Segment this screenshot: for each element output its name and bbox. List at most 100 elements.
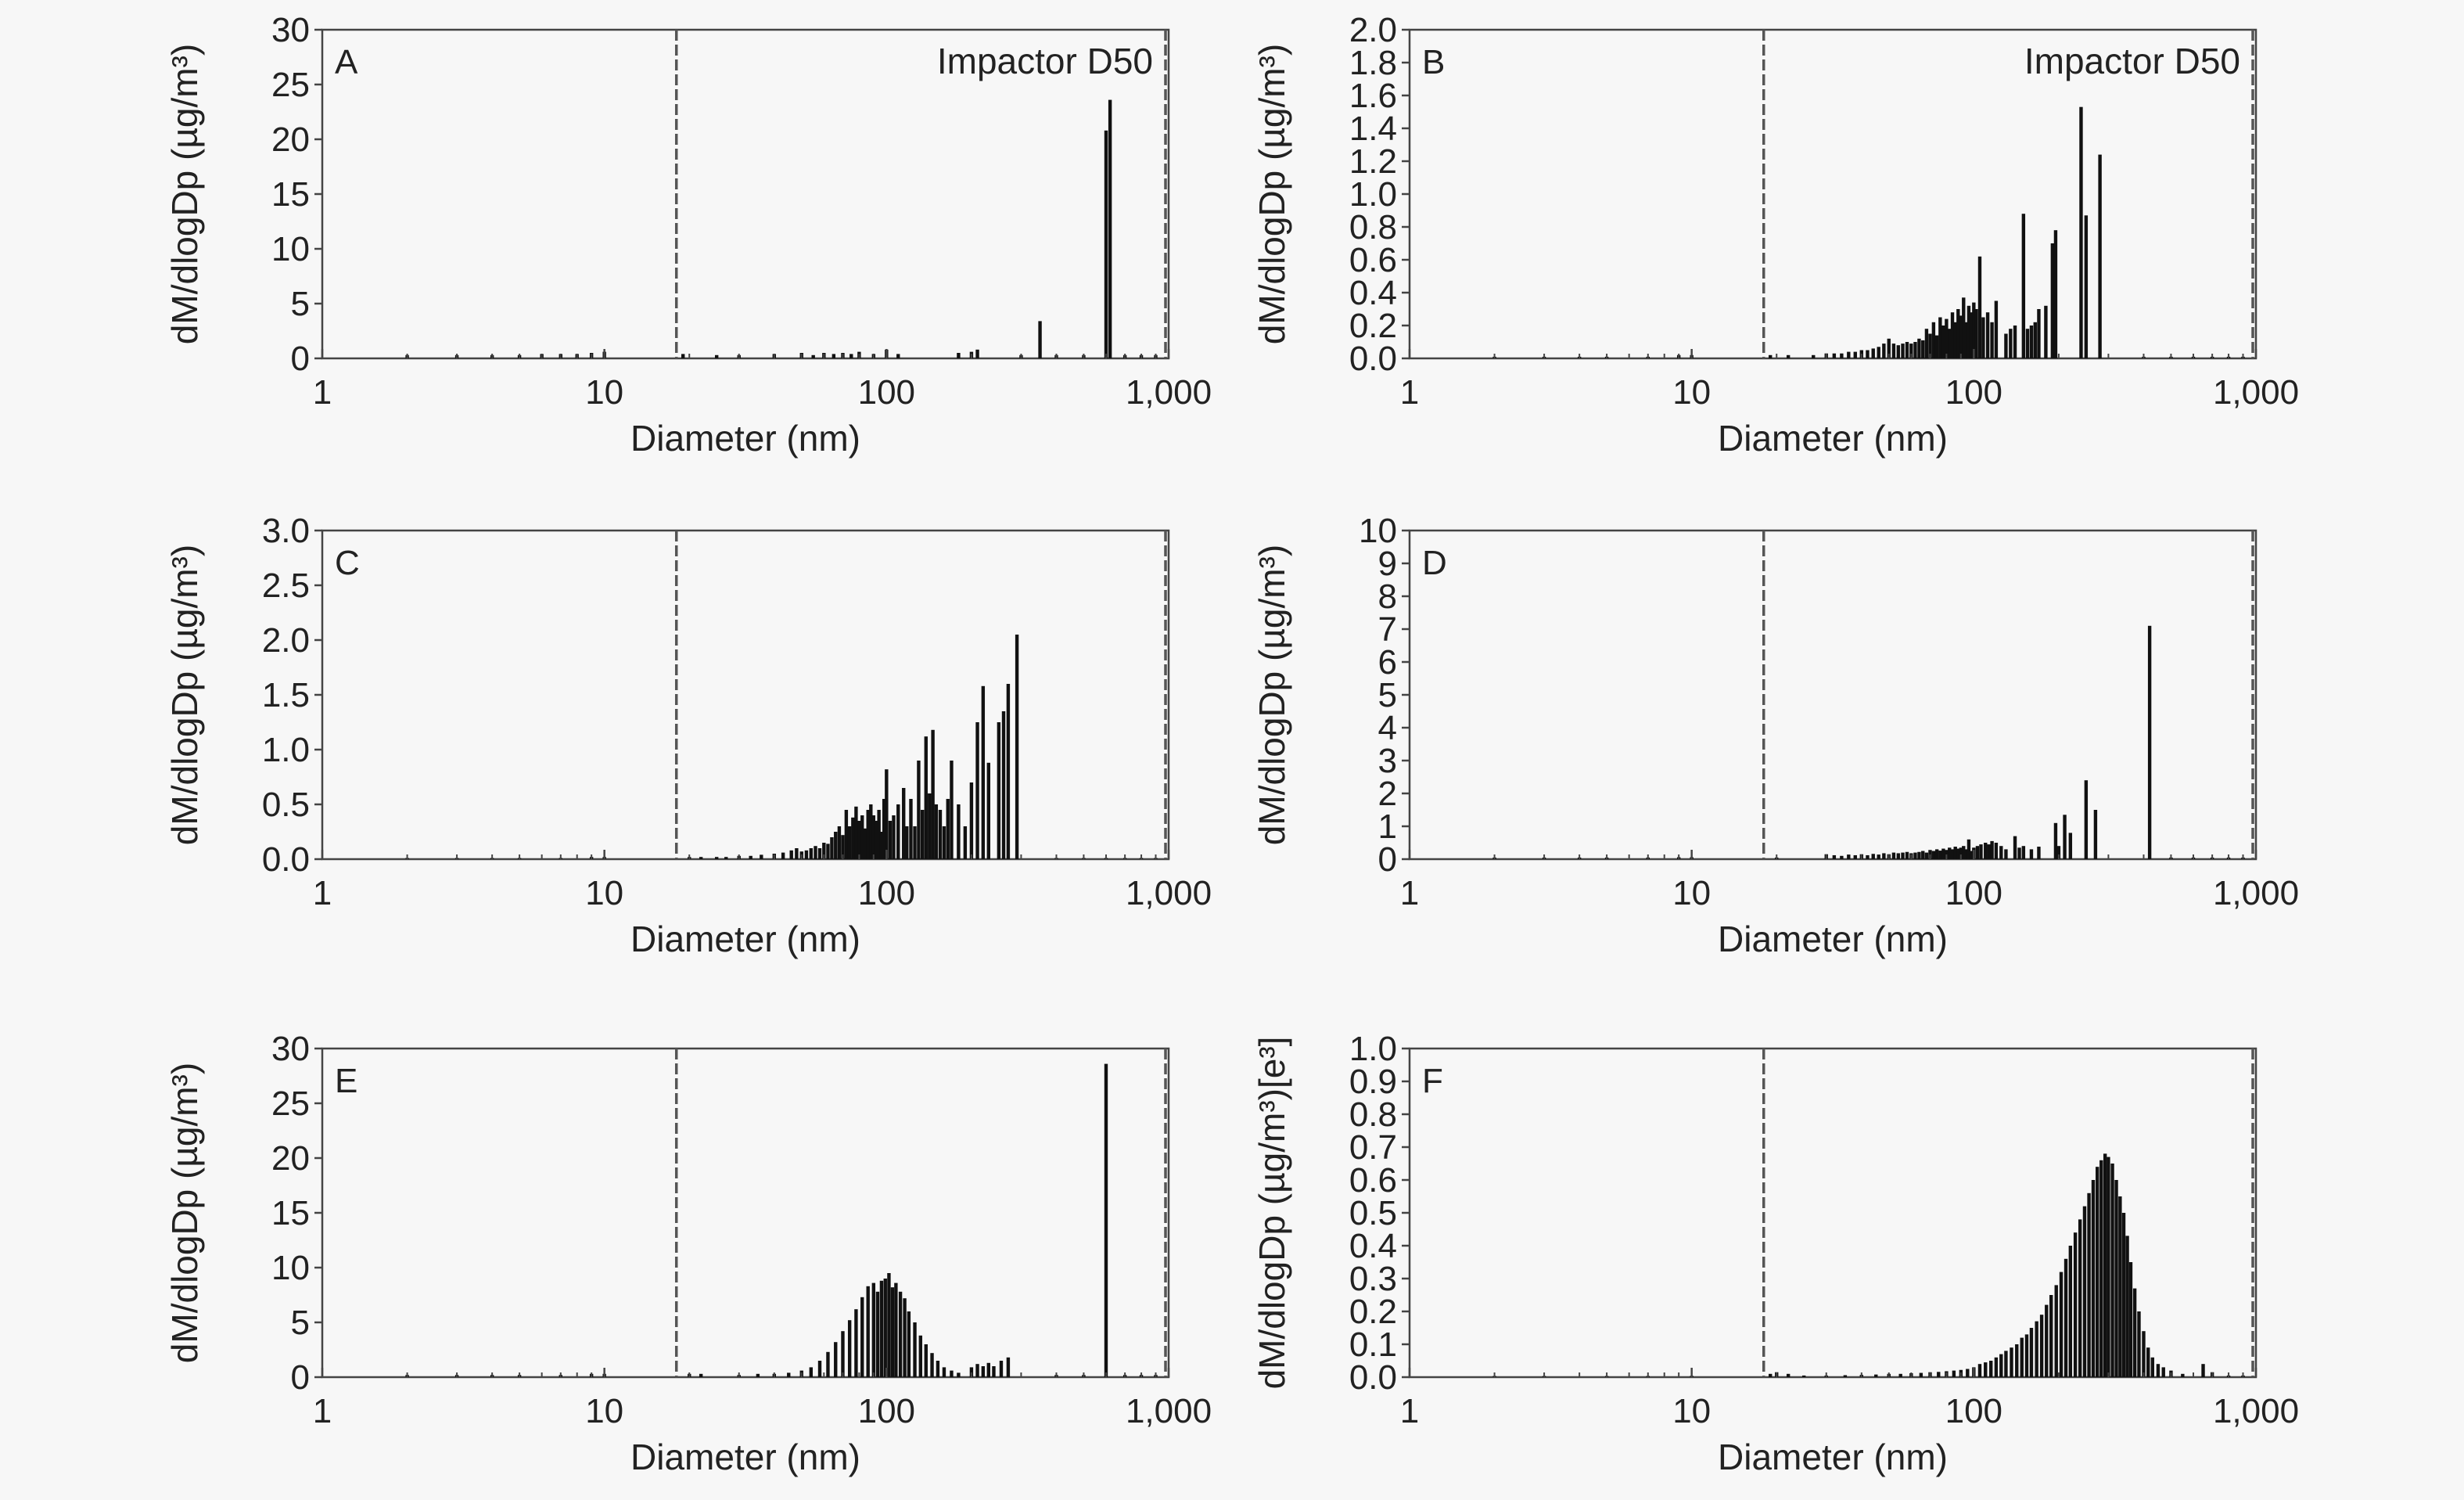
bar — [2107, 1156, 2110, 1377]
bar — [789, 850, 793, 859]
y-axis-title: dM/dlogDp (µg/m³)[e³] — [1252, 1037, 1292, 1390]
y-tick-label: 1.2 — [1349, 142, 1397, 181]
bar — [841, 835, 845, 859]
bar — [2098, 154, 2102, 358]
bar — [1924, 329, 1929, 358]
bar — [1866, 854, 1870, 859]
y-tick-label: 2.5 — [262, 567, 310, 605]
bar — [854, 806, 858, 859]
bar — [2156, 1364, 2160, 1377]
x-axis-title: Diameter (nm) — [1718, 1437, 1948, 1477]
bar — [2087, 1192, 2091, 1377]
x-tick-label: 100 — [1945, 874, 2002, 912]
bar — [2110, 1164, 2114, 1377]
bar — [1847, 854, 1851, 859]
bar — [898, 1291, 903, 1377]
bar — [924, 1344, 928, 1377]
bar — [1999, 846, 2003, 859]
bar — [1882, 853, 1886, 859]
bar — [834, 832, 838, 859]
bar — [1901, 344, 1905, 358]
bar — [699, 857, 703, 859]
bar — [2084, 780, 2089, 859]
bar — [860, 1297, 864, 1377]
bar — [2147, 625, 2152, 859]
bar — [1891, 344, 1896, 358]
bar — [879, 832, 884, 859]
bar — [2068, 833, 2073, 859]
y-tick-label: 15 — [271, 1194, 310, 1232]
bar — [1832, 353, 1837, 358]
bar — [975, 722, 979, 859]
bar — [2024, 1334, 2029, 1377]
bar — [1931, 322, 1936, 358]
bar — [2037, 847, 2041, 859]
bar — [1921, 340, 1925, 358]
y-tick-label: 6 — [1378, 643, 1397, 682]
bar — [1948, 847, 1952, 859]
x-tick-label: 1 — [313, 373, 332, 412]
bar — [2103, 1153, 2107, 1377]
bar — [1945, 318, 1949, 358]
bar — [875, 821, 878, 859]
y-tick-label: 20 — [271, 121, 310, 159]
x-tick-label: 1,000 — [2213, 874, 2299, 912]
bar — [1840, 353, 1844, 358]
x-tick-label: 1,000 — [2213, 373, 2299, 412]
bar — [1871, 348, 1875, 358]
bar — [920, 810, 925, 859]
bar — [938, 810, 943, 859]
bar — [2146, 1347, 2150, 1377]
bar — [822, 843, 826, 859]
bar — [857, 821, 861, 859]
bar — [1953, 322, 1957, 358]
bar — [871, 815, 876, 859]
bar — [809, 1367, 814, 1377]
bar — [1913, 852, 1917, 859]
y-tick-label: 25 — [271, 66, 310, 104]
bar — [957, 353, 961, 358]
bar — [1967, 839, 1971, 859]
impactor-d50-annotation: Impactor D50 — [937, 41, 1153, 81]
bar — [756, 1373, 760, 1377]
bar — [830, 837, 834, 859]
y-tick-label: 0.2 — [1349, 1293, 1397, 1331]
bar — [2044, 305, 2048, 358]
bar — [1871, 854, 1875, 859]
bar — [2021, 846, 2026, 859]
bar — [1905, 342, 1909, 358]
y-tick-label: 0.4 — [1349, 274, 1397, 312]
bar — [1937, 1372, 1941, 1377]
bar — [992, 1366, 996, 1377]
bar — [849, 354, 853, 358]
y-tick-label: 0.6 — [1349, 1161, 1397, 1200]
x-tick-label: 10 — [585, 1392, 623, 1430]
bar — [841, 1331, 845, 1377]
bar — [1843, 1375, 1848, 1377]
y-tick-label: 0.0 — [1349, 1358, 1397, 1397]
bar — [844, 810, 849, 859]
bar — [2132, 1288, 2137, 1377]
bar — [1104, 130, 1108, 359]
bar — [903, 1298, 907, 1377]
y-axis-title: dM/dlogDp (µg/m³) — [1252, 545, 1292, 845]
bar — [1956, 309, 1960, 358]
bar — [963, 826, 968, 859]
x-tick-label: 100 — [858, 874, 915, 912]
bar — [814, 846, 817, 859]
y-tick-label: 0.3 — [1349, 1260, 1397, 1298]
y-tick-label: 1.0 — [262, 731, 310, 769]
bar — [1984, 1362, 1988, 1377]
y-tick-label: 0.5 — [1349, 1194, 1397, 1232]
bar — [1969, 312, 1974, 358]
y-axis-title: dM/dlogDp (µg/m³) — [164, 545, 205, 845]
bar — [924, 736, 928, 859]
bar — [1924, 852, 1929, 859]
bar — [1832, 854, 1837, 859]
bar — [1919, 1372, 1923, 1377]
y-tick-label: 30 — [271, 11, 310, 49]
bar — [1967, 305, 1971, 358]
bar — [1853, 351, 1857, 358]
bar — [2161, 1367, 2165, 1377]
